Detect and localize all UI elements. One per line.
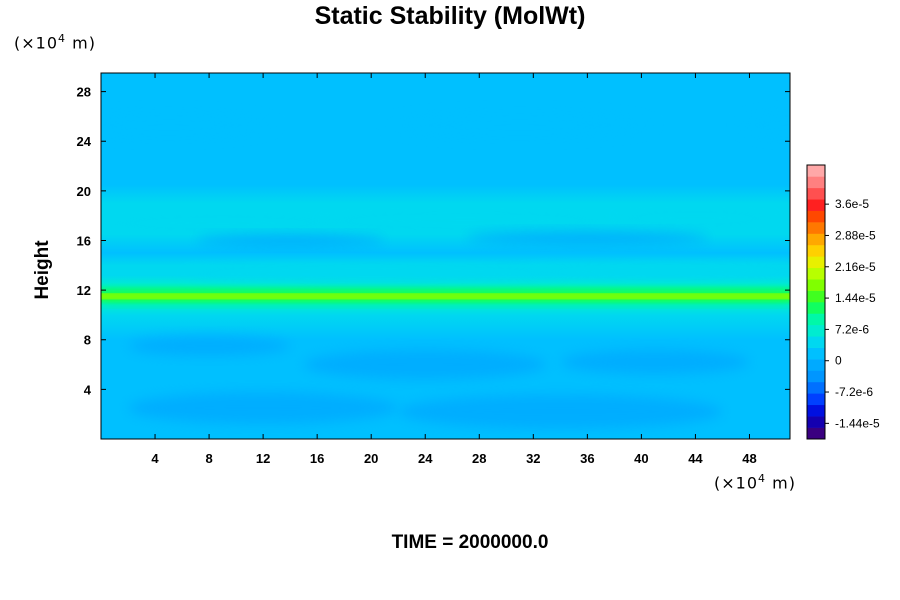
contour-patch xyxy=(735,111,790,139)
y-unit-suffix: m) xyxy=(66,33,96,53)
colorbar-tick-label: 7.2e-6 xyxy=(835,322,869,336)
y-tick-label: 16 xyxy=(77,233,91,248)
colorbar-swatch xyxy=(807,370,825,383)
x-tick-label: 20 xyxy=(364,451,378,466)
colorbar-swatch xyxy=(807,404,825,417)
colorbar-tick-label: 1.44e-5 xyxy=(835,291,876,305)
contour-patch xyxy=(560,349,750,375)
colorbar-swatch xyxy=(807,324,825,337)
colorbar-swatch xyxy=(807,416,825,428)
contour-patch xyxy=(195,234,385,247)
colorbar-tick-label: 2.16e-5 xyxy=(835,260,876,274)
x-tick-label: 12 xyxy=(256,451,270,466)
y-tick-label: 28 xyxy=(77,85,91,100)
plot-frame xyxy=(100,72,791,440)
colorbar-swatch xyxy=(807,222,825,234)
contour-patch xyxy=(317,214,615,227)
colorbar-swatch xyxy=(807,187,825,200)
y-axis-unit: (×104 m) xyxy=(14,32,96,52)
x-tick-label: 48 xyxy=(742,451,756,466)
contour-patch xyxy=(182,266,561,282)
y-tick-label: 4 xyxy=(84,382,92,397)
colorbar-tick-label: -7.2e-6 xyxy=(835,385,873,399)
y-tick-label: 12 xyxy=(77,283,91,298)
colorbar-swatch xyxy=(807,336,825,348)
contour-patch xyxy=(533,264,790,279)
x-unit-exponent: 4 xyxy=(758,472,767,485)
colorbar-swatch xyxy=(807,381,825,394)
x-tick-label: 24 xyxy=(418,451,433,466)
colorbar-swatch xyxy=(807,279,825,291)
x-axis-unit: (×104 m) xyxy=(714,472,796,492)
contour-patch xyxy=(101,217,345,229)
x-unit-prefix: (×10 xyxy=(714,473,759,493)
colorbar-swatch xyxy=(807,176,825,189)
plot-area xyxy=(100,72,791,440)
colorbar-swatch xyxy=(807,267,825,280)
y-tick-label: 8 xyxy=(84,333,91,348)
chart-title: Static Stability (MolWt) xyxy=(314,2,586,30)
colorbar-frame xyxy=(806,164,826,440)
colorbar-swatch xyxy=(807,210,825,223)
colorbar-swatch xyxy=(807,393,825,406)
y-tick-label: 24 xyxy=(77,134,92,149)
contour-patch xyxy=(128,336,291,356)
colorbar-tick-label: -1.44e-5 xyxy=(835,416,880,430)
colorbar-swatch xyxy=(807,244,825,257)
contour-patch xyxy=(614,212,777,224)
colorbar-swatch xyxy=(807,313,825,326)
x-tick-label: 8 xyxy=(205,451,212,466)
contour-patch xyxy=(384,111,655,139)
colorbar-tick-label: 0 xyxy=(835,354,842,368)
x-tick-label: 28 xyxy=(472,451,486,466)
colorbar-swatch xyxy=(807,290,825,303)
x-tick-label: 40 xyxy=(634,451,648,466)
colorbar-swatch xyxy=(807,427,825,440)
contour-patch xyxy=(101,111,277,139)
x-tick-label: 16 xyxy=(310,451,324,466)
colorbar-swatch xyxy=(807,359,825,371)
y-tick-label: 20 xyxy=(77,184,91,199)
colorbar-swatch xyxy=(807,256,825,269)
y-unit-prefix: (×10 xyxy=(14,33,59,53)
time-footer: TIME = 2000000.0 xyxy=(391,532,549,553)
x-tick-label: 4 xyxy=(151,451,159,466)
x-tick-label: 44 xyxy=(688,451,703,466)
contour-patch xyxy=(465,231,709,245)
x-tick-label: 36 xyxy=(580,451,594,466)
colorbar-tick-label: 3.6e-5 xyxy=(835,197,869,211)
colorbar-swatch xyxy=(807,347,825,360)
x-tick-label: 32 xyxy=(526,451,540,466)
y-unit-exponent: 4 xyxy=(58,32,67,45)
colorbar-swatch xyxy=(807,233,825,246)
colorbar-swatch xyxy=(807,199,825,211)
colorbar-swatch xyxy=(807,165,825,177)
x-unit-suffix: m) xyxy=(766,473,796,493)
colorbar-tick-label: 2.88e-5 xyxy=(835,228,876,242)
colorbar: 3.6e-5 2.88e-5 2.16e-5 1.44e-5 7.2e-6 0 -7.2e-… xyxy=(806,164,880,440)
stability-band xyxy=(101,293,790,300)
contour-patch xyxy=(303,349,547,380)
colorbar-swatch xyxy=(807,302,825,314)
contour-patch xyxy=(398,394,723,430)
field-layer xyxy=(101,73,790,439)
contour-patch xyxy=(128,391,399,425)
